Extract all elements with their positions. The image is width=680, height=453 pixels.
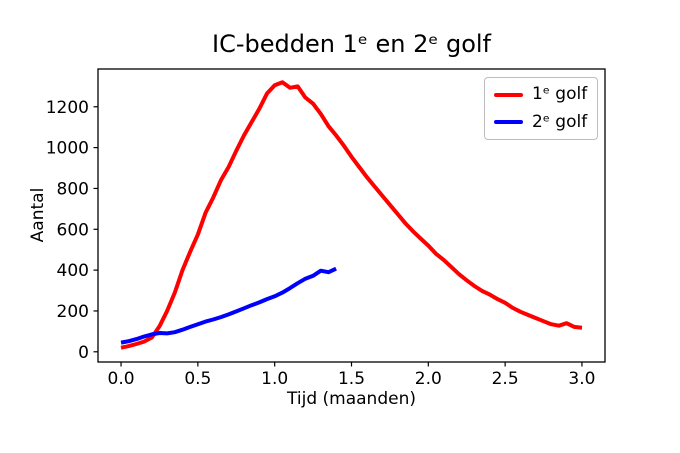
- legend-line-swatch-blue: [494, 120, 523, 125]
- y-tick-label: 0: [78, 343, 89, 363]
- x-tick-label: 0.5: [184, 369, 211, 389]
- y-tick-label: 1000: [46, 139, 89, 159]
- x-tick-label: 0.0: [108, 369, 135, 389]
- legend-label: 1ᵉ golf: [532, 84, 588, 104]
- y-tick-label: 200: [57, 302, 89, 322]
- legend-item-1e-golf: 1ᵉ golf: [494, 84, 588, 105]
- y-tick-label: 600: [57, 220, 89, 240]
- y-tick-label: 400: [57, 261, 89, 281]
- legend-line-swatch-red: [494, 92, 523, 97]
- series-line-1: [120, 80, 583, 350]
- chart-title: IC-bedden 1ᵉ en 2ᵉ golf: [211, 30, 492, 58]
- x-tick-label: 2.0: [415, 369, 442, 389]
- y-tick-label: 1200: [46, 98, 89, 118]
- x-axis-label: Tijd (maanden): [287, 389, 416, 409]
- x-tick-label: 1.0: [261, 369, 288, 389]
- y-tick-label: 800: [57, 179, 89, 199]
- x-tick-label: 3.0: [568, 369, 595, 389]
- legend-label: 2ᵉ golf: [532, 111, 588, 132]
- y-axis-label: Aantal: [28, 187, 48, 243]
- x-tick-label: 2.5: [492, 369, 519, 389]
- series-line-2: [120, 266, 337, 345]
- legend-item-2e-golf: 2ᵉ golf: [494, 111, 588, 133]
- legend: 1ᵉ golf 2ᵉ golf: [484, 77, 599, 141]
- x-tick-label: 1.5: [338, 369, 365, 389]
